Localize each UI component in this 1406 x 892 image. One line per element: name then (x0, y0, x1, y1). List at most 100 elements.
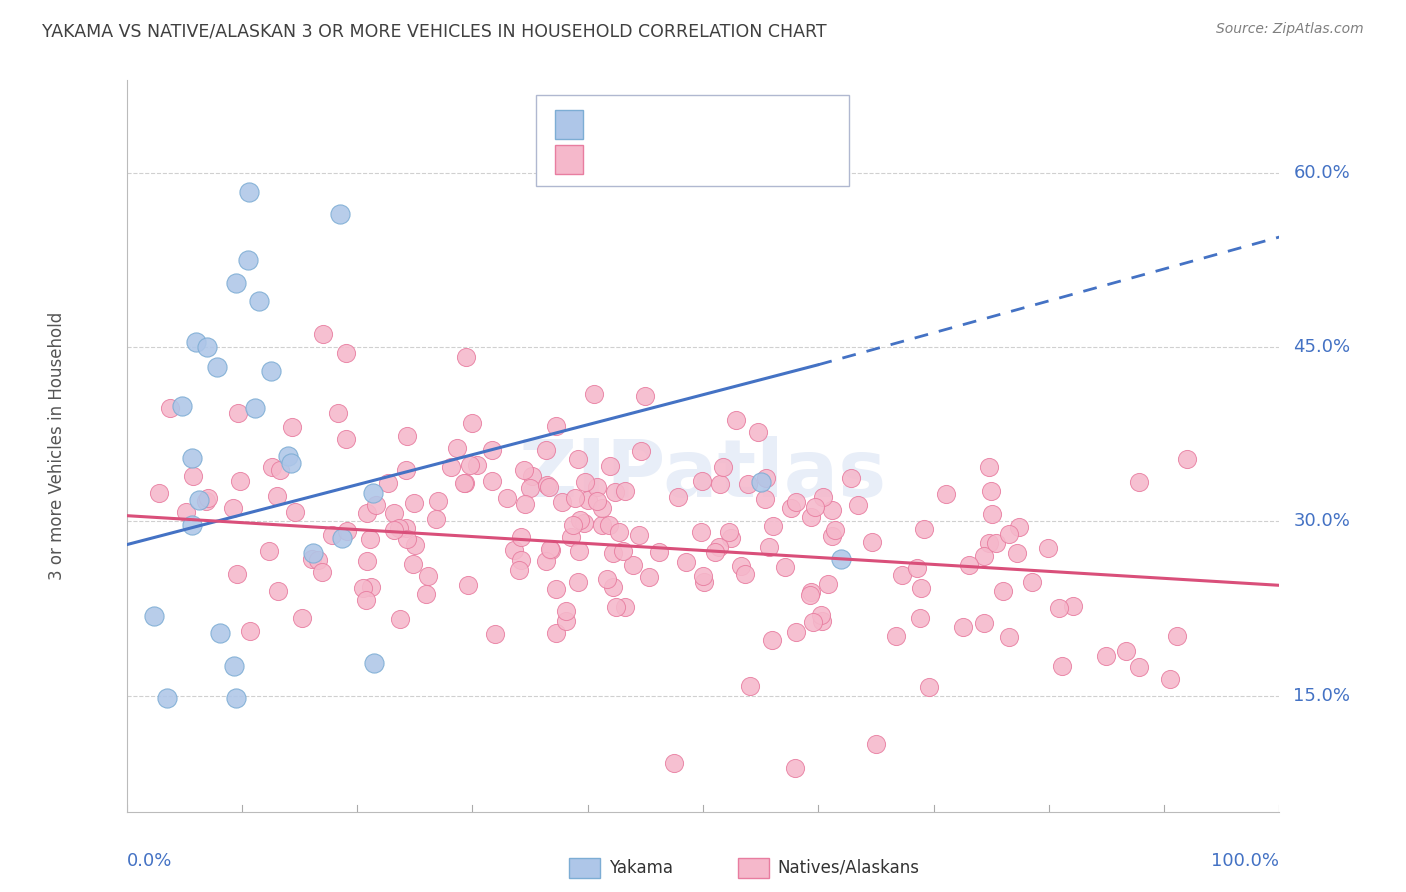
Point (335, 346, 357, 360)
Point (957, 558, 980, 572)
Point (567, 574, 589, 589)
Point (262, 460, 284, 475)
Point (692, 474, 714, 488)
Point (457, 578, 479, 592)
Point (257, 543, 280, 558)
Point (291, 611, 314, 625)
Text: 30.0%: 30.0% (1294, 513, 1350, 531)
Text: R =  0.191   N =  27: R = 0.191 N = 27 (595, 115, 794, 134)
Point (226, 567, 249, 582)
Point (425, 512, 447, 526)
Point (181, 469, 204, 483)
Point (225, 690, 247, 705)
Point (336, 524, 359, 538)
Point (236, 253, 259, 268)
Point (440, 460, 463, 475)
Point (555, 614, 578, 628)
Text: Yakama: Yakama (609, 859, 673, 877)
Point (780, 500, 803, 515)
Point (634, 389, 657, 403)
Point (259, 364, 281, 378)
Point (775, 560, 797, 574)
Point (481, 443, 503, 458)
Point (1159, 672, 1181, 686)
Point (148, 485, 170, 500)
Point (453, 476, 475, 491)
Point (607, 525, 630, 540)
Point (568, 543, 591, 558)
Point (830, 551, 852, 566)
Point (977, 536, 1000, 550)
Point (905, 561, 928, 575)
Point (446, 442, 468, 456)
Point (302, 546, 325, 560)
Point (195, 340, 218, 354)
Point (810, 607, 832, 622)
Point (749, 475, 772, 489)
Point (821, 529, 844, 543)
Point (509, 530, 531, 544)
Point (311, 327, 333, 342)
Point (551, 495, 574, 509)
Point (377, 476, 399, 491)
Point (389, 612, 412, 626)
Point (170, 399, 193, 413)
Point (1094, 648, 1116, 663)
Point (1128, 475, 1150, 489)
Point (704, 545, 727, 559)
Point (363, 656, 385, 670)
Point (952, 620, 974, 634)
Point (824, 523, 846, 537)
Point (284, 505, 307, 519)
Point (280, 456, 302, 470)
Point (886, 629, 908, 643)
Point (221, 500, 243, 515)
Text: YAKAMA VS NATIVE/ALASKAN 3 OR MORE VEHICLES IN HOUSEHOLD CORRELATION CHART: YAKAMA VS NATIVE/ALASKAN 3 OR MORE VEHIC… (42, 22, 827, 40)
Point (977, 459, 1000, 474)
Point (605, 600, 627, 615)
Point (388, 521, 411, 535)
Point (143, 608, 166, 623)
Point (1062, 599, 1084, 613)
Text: 60.0%: 60.0% (1294, 164, 1350, 182)
Point (785, 495, 807, 509)
Point (758, 540, 780, 554)
Point (613, 484, 636, 499)
Point (908, 611, 931, 625)
Point (326, 407, 349, 421)
Point (810, 614, 832, 628)
Point (973, 615, 995, 630)
Point (415, 587, 437, 601)
Point (546, 418, 568, 433)
Point (238, 185, 260, 199)
Point (692, 569, 714, 583)
Text: ZIPatlas: ZIPatlas (519, 436, 887, 515)
Point (1005, 546, 1028, 560)
Point (352, 581, 374, 595)
Point (918, 680, 941, 694)
Point (846, 498, 869, 512)
Point (226, 406, 249, 420)
Point (402, 557, 425, 571)
Point (416, 569, 439, 583)
Point (243, 401, 266, 415)
Point (461, 417, 484, 431)
Point (638, 570, 661, 584)
Point (785, 624, 807, 639)
Point (159, 401, 181, 415)
Point (998, 630, 1021, 644)
Point (738, 679, 761, 693)
Point (614, 600, 637, 615)
Point (307, 553, 329, 567)
Point (717, 524, 740, 539)
Point (534, 553, 557, 567)
Point (546, 582, 568, 597)
Point (1047, 600, 1070, 615)
Point (404, 496, 426, 510)
Point (395, 463, 418, 477)
Text: 15.0%: 15.0% (1294, 687, 1350, 705)
Point (839, 470, 862, 484)
Point (648, 545, 671, 559)
Point (311, 565, 333, 579)
Point (860, 534, 883, 549)
